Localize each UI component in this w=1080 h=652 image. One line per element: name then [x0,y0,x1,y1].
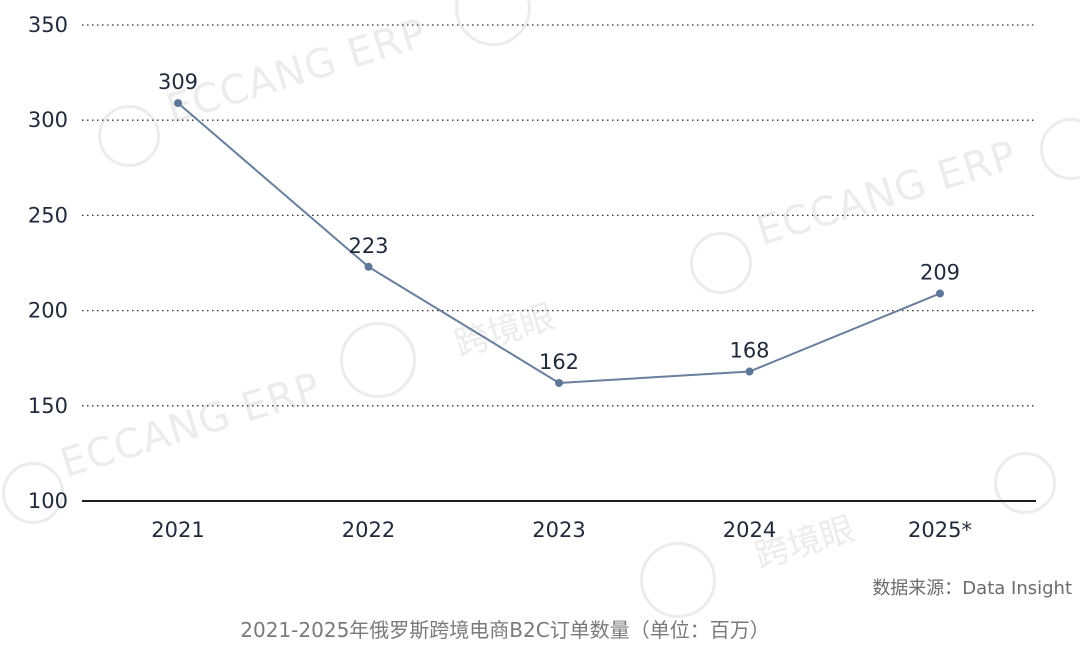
x-tick-label: 2025* [908,518,972,542]
data-label: 309 [158,70,198,94]
series-line [177,102,941,384]
data-point [174,99,182,108]
data-point [555,378,563,387]
series-points [174,99,944,387]
data-point [364,262,373,271]
chart-caption: 2021-2025年俄罗斯跨境电商B2C订单数量（单位：百万） [240,618,770,642]
grid-lines [82,24,1036,407]
y-tick-label: 250 [28,203,68,227]
data-labels: 309 223 162 168 209 [158,70,960,374]
y-axis-ticks: 100 150 200 250 300 350 [28,13,68,513]
data-label: 168 [729,339,769,363]
y-tick-label: 150 [28,394,68,418]
x-tick-label: 2022 [342,518,395,542]
x-tick-label: 2021 [151,518,204,542]
data-point [745,367,754,376]
data-label: 209 [920,260,960,284]
x-tick-label: 2023 [532,518,585,542]
y-tick-label: 300 [28,108,68,132]
x-tick-label: 2024 [723,518,776,542]
x-axis-ticks: 2021 2022 2023 2024 2025* [151,518,972,542]
data-point [936,289,944,298]
y-tick-label: 200 [28,299,68,323]
data-label: 223 [348,234,388,258]
y-tick-label: 100 [28,489,68,513]
y-tick-label: 350 [28,13,68,37]
data-label: 162 [539,350,579,374]
series-lines [177,102,941,384]
source-note: 数据来源：Data Insight [872,578,1072,599]
